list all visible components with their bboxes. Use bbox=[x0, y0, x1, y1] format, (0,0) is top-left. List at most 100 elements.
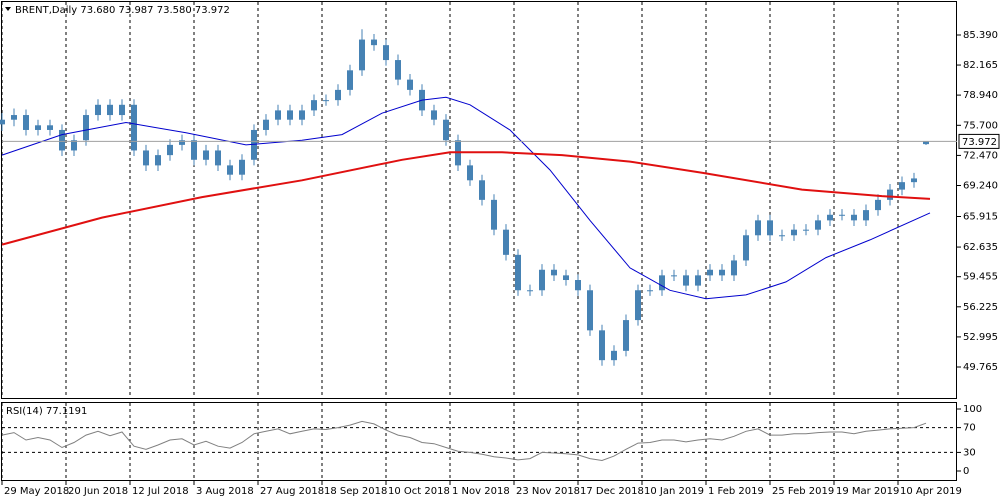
candle-body bbox=[803, 229, 809, 231]
candle-body bbox=[407, 79, 413, 90]
candle-body bbox=[95, 104, 101, 116]
chart-title: BRENT,Daily 73.680 73.987 73.580 73.972 bbox=[15, 5, 230, 16]
candle-body bbox=[323, 100, 329, 102]
candle-body bbox=[167, 144, 173, 156]
candle-body bbox=[599, 330, 605, 361]
candle-body bbox=[527, 290, 533, 292]
candle-body bbox=[695, 275, 701, 286]
candle-body bbox=[875, 199, 881, 211]
candle-body bbox=[83, 115, 89, 141]
candle-body bbox=[779, 235, 785, 237]
candle-body bbox=[551, 269, 557, 276]
current-price-box bbox=[958, 133, 1000, 149]
candle-body bbox=[287, 110, 293, 120]
candle-body bbox=[359, 39, 365, 71]
candle-body bbox=[179, 140, 185, 145]
x-tick-label: 12 Jul 2018 bbox=[132, 486, 189, 497]
candle-body bbox=[383, 45, 389, 61]
candle-body bbox=[503, 229, 509, 255]
candle-body bbox=[431, 110, 437, 120]
x-tick-label: 3 Aug 2018 bbox=[196, 486, 254, 497]
candle-body bbox=[587, 290, 593, 331]
rsi-line bbox=[1, 420, 927, 462]
candle-body bbox=[827, 214, 833, 221]
moving-average bbox=[1, 96, 931, 300]
candle-body bbox=[71, 140, 77, 151]
candle-body bbox=[299, 110, 305, 120]
candle-body bbox=[59, 129, 65, 151]
candle-body bbox=[755, 220, 761, 236]
candle-body bbox=[923, 141, 929, 145]
y-tick-label: 78.940 bbox=[963, 90, 998, 101]
candle-body bbox=[347, 70, 353, 90]
x-tick-label: 10 Apr 2019 bbox=[900, 486, 962, 497]
candle-body bbox=[215, 150, 221, 166]
y-tick-label: 52.995 bbox=[963, 332, 998, 343]
candle-body bbox=[239, 159, 245, 175]
candle-body bbox=[575, 280, 581, 291]
y-tick-label: 72.470 bbox=[963, 150, 998, 161]
candle-body bbox=[815, 220, 821, 230]
candle-body bbox=[623, 320, 629, 351]
x-tick-label: 25 Feb 2019 bbox=[772, 486, 834, 497]
candle-body bbox=[767, 220, 773, 236]
y-tick-label: 0 bbox=[963, 466, 969, 477]
candle-body bbox=[659, 275, 665, 291]
candle-body bbox=[683, 275, 689, 286]
y-tick-label: 30 bbox=[963, 447, 976, 458]
x-tick-label: 29 May 2018 bbox=[4, 486, 69, 497]
candle-body bbox=[395, 60, 401, 80]
candle-body bbox=[647, 290, 653, 292]
menu-arrow bbox=[5, 7, 11, 11]
candle-body bbox=[863, 210, 869, 221]
candle-body bbox=[143, 150, 149, 166]
candle-body bbox=[563, 275, 569, 281]
rsi-title: RSI(14) 77.1191 bbox=[6, 406, 87, 417]
x-tick-label: 10 Jan 2019 bbox=[644, 486, 704, 497]
moving-average bbox=[1, 151, 931, 246]
candle-body bbox=[263, 119, 269, 130]
candle-body bbox=[203, 150, 209, 160]
candle-body bbox=[311, 100, 317, 111]
x-tick-label: 27 Aug 2018 bbox=[260, 486, 324, 497]
candle-body bbox=[35, 125, 41, 130]
candle-body bbox=[515, 254, 521, 291]
x-tick-label: 10 Oct 2018 bbox=[388, 486, 450, 497]
candle-body bbox=[791, 229, 797, 236]
x-tick-label: 18 Sep 2018 bbox=[324, 486, 387, 497]
y-tick-label: 70 bbox=[963, 423, 976, 434]
y-tick-label: 59.455 bbox=[963, 272, 998, 283]
candle-body bbox=[887, 189, 893, 200]
candle-body bbox=[611, 350, 617, 361]
candle-body bbox=[119, 104, 125, 116]
y-tick-label: 75.700 bbox=[963, 120, 998, 131]
candle-body bbox=[731, 260, 737, 276]
candle-body bbox=[491, 199, 497, 230]
candle-body bbox=[671, 275, 677, 277]
candle-body bbox=[899, 182, 905, 190]
candle-body bbox=[23, 115, 29, 130]
x-tick-label: 17 Dec 2018 bbox=[580, 486, 644, 497]
candle-body bbox=[851, 214, 857, 221]
candle-body bbox=[539, 269, 545, 291]
candle-body bbox=[743, 235, 749, 261]
candle-body bbox=[155, 155, 161, 166]
candle-body bbox=[227, 165, 233, 175]
candle-body bbox=[275, 110, 281, 120]
candle-body bbox=[371, 39, 377, 46]
y-tick-label: 85.390 bbox=[963, 30, 998, 41]
x-tick-label: 1 Nov 2018 bbox=[452, 486, 510, 497]
candle-body bbox=[47, 125, 53, 130]
candle-body bbox=[251, 129, 257, 160]
candle-body bbox=[635, 290, 641, 321]
candle-body bbox=[707, 269, 713, 276]
candle-body bbox=[479, 180, 485, 200]
y-tick-label: 56.225 bbox=[963, 302, 998, 313]
y-tick-label: 62.635 bbox=[963, 242, 998, 253]
y-tick-label: 49.765 bbox=[963, 362, 998, 373]
candle-body bbox=[911, 178, 917, 183]
candle-body bbox=[0, 119, 5, 125]
y-tick-label: 69.240 bbox=[963, 181, 998, 192]
candle-body bbox=[467, 165, 473, 181]
